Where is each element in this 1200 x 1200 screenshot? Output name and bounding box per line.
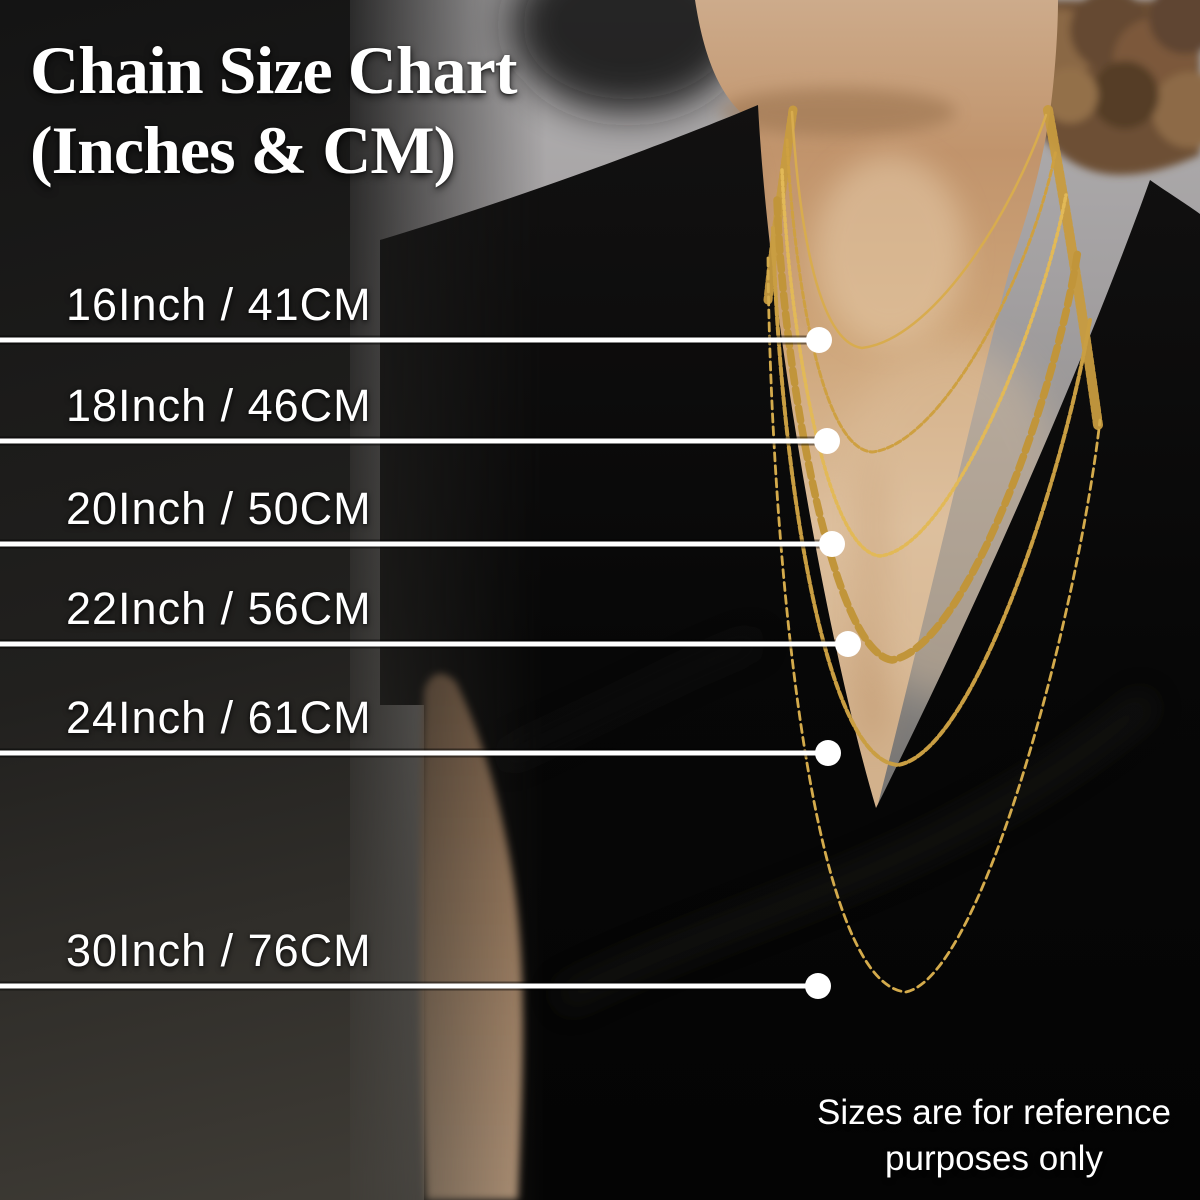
size-line <box>0 438 827 444</box>
page-title-line2: (Inches & CM) <box>30 112 456 188</box>
garment <box>380 105 1200 1200</box>
size-line <box>0 541 832 547</box>
size-dot <box>805 973 831 999</box>
size-dot <box>815 740 841 766</box>
size-dot <box>806 327 832 353</box>
size-line <box>0 983 818 989</box>
size-dot <box>835 631 861 657</box>
chain-24-inch <box>771 226 1092 768</box>
size-line <box>0 750 828 756</box>
annotation-layer <box>0 327 861 999</box>
footnote-line2: purposes only <box>885 1139 1103 1178</box>
size-label: 24Inch / 61CM <box>66 692 372 743</box>
size-label: 22Inch / 56CM <box>66 583 372 634</box>
page-title-line1: Chain Size Chart <box>30 32 517 108</box>
chain-16-inch <box>790 110 1048 350</box>
chain-20-inch <box>780 168 1068 558</box>
size-label: 16Inch / 41CM <box>66 279 372 330</box>
size-dot <box>814 428 840 454</box>
footnote: Sizes are for reference purposes only <box>754 1090 1200 1182</box>
chain-18-inch <box>785 138 1058 454</box>
size-line <box>0 337 819 343</box>
garment-folds <box>496 631 1159 1012</box>
size-label: 18Inch / 46CM <box>66 380 372 431</box>
arm <box>419 673 523 1200</box>
necklace-chains <box>763 105 1103 994</box>
photo-group <box>350 0 1200 1200</box>
size-label: 20Inch / 50CM <box>66 483 372 534</box>
size-dot <box>819 531 845 557</box>
chain-30-inch <box>766 256 1102 994</box>
size-label: 30Inch / 76CM <box>66 925 372 976</box>
page-title: Chain Size Chart (Inches & CM) <box>30 30 517 190</box>
chain-22-inch-paperclip <box>773 196 1082 664</box>
footnote-line1: Sizes are for reference <box>816 1093 1172 1132</box>
shadow-blur-left-of-face <box>510 0 746 113</box>
size-line <box>0 641 848 647</box>
